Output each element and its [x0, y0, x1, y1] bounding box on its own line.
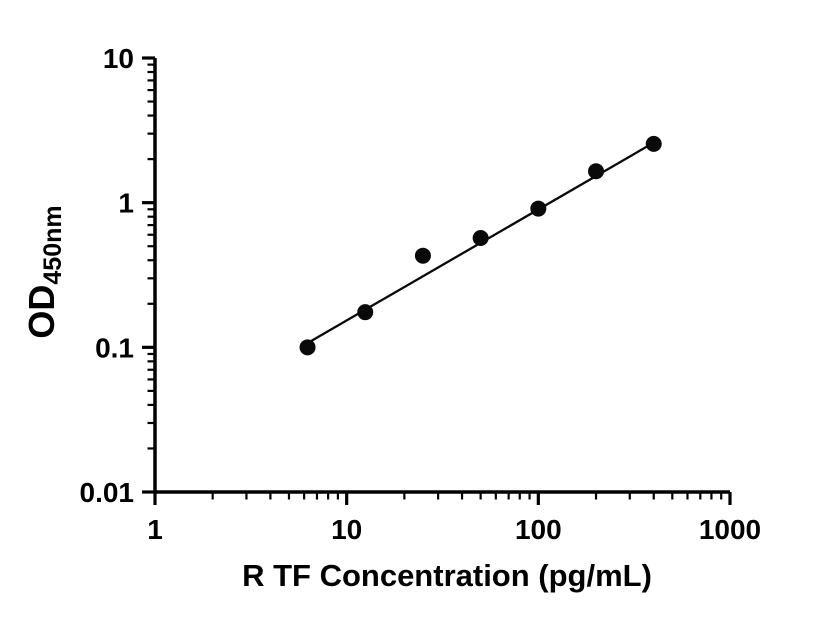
y-axis-ticks: 0.01 0.1 1 10 [80, 43, 155, 508]
data-series-layer [299, 135, 662, 356]
data-point [472, 229, 489, 246]
axes-layer [153, 58, 730, 494]
x-tick-label: 100 [515, 514, 562, 545]
data-point [357, 304, 374, 321]
data-point [588, 163, 605, 180]
data-point [645, 135, 662, 152]
x-axis-ticks: 1 10 100 1000 [147, 492, 761, 545]
y-tick-label: 10 [103, 43, 134, 74]
x-tick-label: 10 [331, 514, 362, 545]
y-axis-title: OD450nm [21, 205, 67, 338]
y-tick-label: 0.01 [80, 477, 135, 508]
y-tick-label: 1 [118, 188, 134, 219]
axis-spine [153, 58, 730, 494]
x-axis-title: R TF Concentration (pg/mL) [242, 558, 652, 593]
data-point [414, 247, 431, 264]
data-point [299, 339, 316, 356]
x-tick-label: 1 [147, 514, 163, 545]
y-axis-title-subscript: 450nm [39, 205, 67, 284]
y-axis-title-group: OD450nm [21, 205, 67, 338]
y-axis-title-main: OD [21, 285, 62, 339]
data-point [530, 200, 547, 217]
y-tick-label: 0.1 [95, 332, 134, 363]
x-tick-label: 1000 [699, 514, 761, 545]
